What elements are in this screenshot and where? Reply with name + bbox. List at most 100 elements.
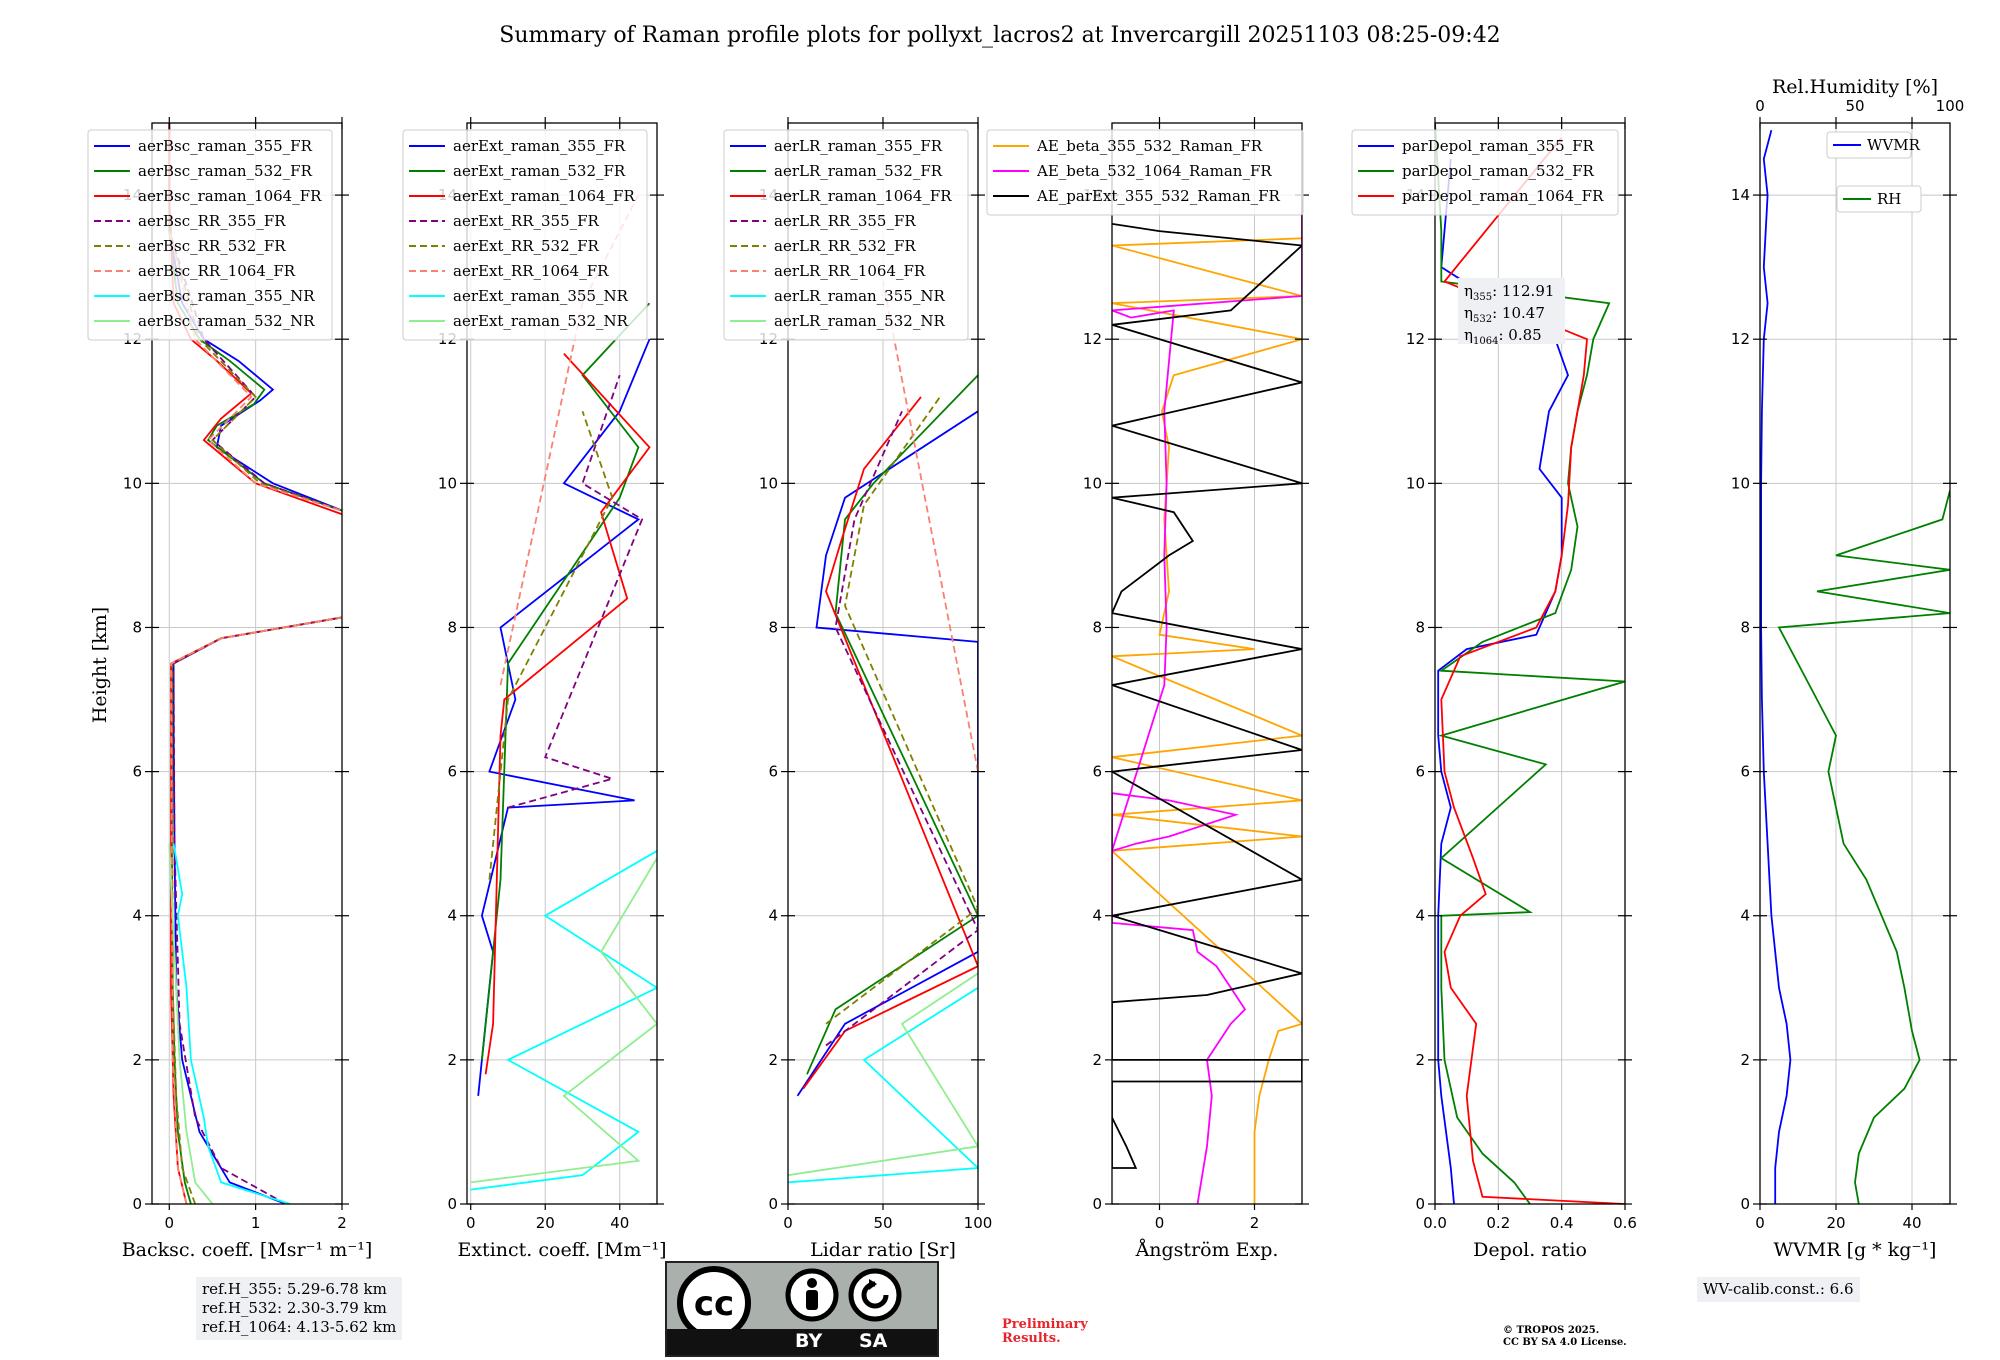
xaxis-label: Ångström Exp. [1135,1239,1279,1261]
series-aerLR_RR_1064_FR [882,281,978,772]
ytick-label: 0 [1415,1195,1425,1213]
legend-label: parDepol_raman_1064_FR [1402,187,1604,205]
panel-ae: 0246810121402Ångström Exp.AE_beta_355_53… [986,117,1309,1261]
xtick-label: 0 [164,1214,174,1232]
xtick-label: 1 [251,1214,261,1232]
figure-title: Summary of Raman profile plots for polly… [499,23,1500,48]
ytick-label: 8 [1092,618,1102,636]
ytick-label: 2 [132,1051,142,1069]
xaxis-label: Depol. ratio [1473,1239,1587,1261]
series-aerExt_RR_355_FR [507,374,644,809]
series-aerExt_raman_532_FR [481,302,651,1060]
xtick-label: 0.4 [1550,1214,1574,1232]
legend-label: aerLR_RR_1064_FR [774,262,926,280]
ytick-label: 6 [1740,763,1750,781]
xtick-label: 0 [1755,1214,1765,1232]
series-aerExt_RR_532_FR [488,411,614,880]
series-group [1435,123,1625,1204]
copyright-line-2: CC BY SA 4.0 License. [1503,1337,1627,1348]
ytick-label: 2 [1092,1051,1102,1069]
xtick-label: 0 [1155,1214,1165,1232]
series-parDepol_raman_355_FR [1437,158,1569,1204]
xaxis-label: Lidar ratio [Sr] [810,1239,956,1261]
yaxis-label: Height [km] [89,607,111,723]
axes-frame [1759,122,1951,1205]
ytick-label: 4 [447,907,457,925]
xtick-label: 0 [783,1214,793,1232]
series-aerExt_raman_1064_FR [484,352,651,1075]
ytick-label: 2 [1415,1051,1425,1069]
top-tick-label: 50 [1845,97,1864,115]
top-tick-label: 0 [1755,97,1765,115]
legend-label: aerLR_raman_532_NR [774,312,945,330]
ytick-label: 6 [132,763,142,781]
legend-label: aerBsc_raman_1064_FR [138,187,322,205]
ytick-label: 4 [132,907,142,925]
ytick-label: 0 [768,1195,778,1213]
legend: aerBsc_raman_355_FR aerBsc_raman_532_FRae… [87,129,333,341]
legend-label: aerBsc_raman_355_FR [138,137,313,155]
legend-label: aerBsc_RR_1064_FR [138,262,296,280]
ytick-label: 8 [132,618,142,636]
legend-label: WVMR [1867,136,1921,154]
cc-icon [677,1266,751,1331]
ytick-label: 12 [1406,330,1425,348]
series-group [788,281,978,1184]
legend-label: parDepol_raman_532_FR [1402,162,1595,180]
ytick-label: 8 [1740,618,1750,636]
xtick-label: 20 [536,1214,555,1232]
ytick-label: 2 [1740,1051,1750,1069]
ytick-label: 10 [123,474,142,492]
ytick-label: 4 [768,907,778,925]
preliminary-results-note: Preliminary Results. [1002,1318,1088,1346]
xaxis-label: WVMR [g * kg⁻¹] [1774,1239,1937,1261]
ytick-label: 2 [447,1051,457,1069]
ytick-label: 10 [759,474,778,492]
xtick-label: 2 [1250,1214,1260,1232]
legend: aerExt_raman_355_FR aerExt_raman_532_FRae… [402,129,648,341]
legend-label: aerLR_RR_532_FR [774,237,916,255]
series-aerLR_raman_355_FR [796,410,978,1097]
legend-label: AE_parExt_355_532_Raman_FR [1036,187,1281,205]
ytick-label: 12 [1083,330,1102,348]
legend-label: aerBsc_raman_355_NR [138,287,315,305]
series-aerBsc_RR_1064_FR [168,230,342,1204]
ytick-label: 8 [768,618,778,636]
ref-height-box: ref.H_355: 5.29-6.78 km ref.H_532: 2.30-… [196,1277,403,1340]
panel-bsc: 02468101214012Backsc. coeff. [Msr⁻¹ m⁻¹]… [87,117,373,1261]
xtick-label: 40 [1902,1214,1921,1232]
legend-label: AE_beta_532_1064_Raman_FR [1036,162,1272,180]
series-aerBsc_RR_355_FR [168,230,342,1204]
legend-label: aerExt_RR_355_FR [453,212,600,230]
xtick-label: 2 [337,1214,347,1232]
ytick-label: 10 [1083,474,1102,492]
series-AE_beta_532_1064_Raman_FR [1112,130,1302,1204]
legend: WVMR RH [1826,131,1922,213]
ytick-label: 0 [132,1195,142,1213]
legend-label: aerExt_RR_1064_FR [453,262,609,280]
xaxis-label: Backsc. coeff. [Msr⁻¹ m⁻¹] [122,1239,373,1261]
svg-text:cc: cc [694,1284,734,1324]
copyright-note: © TROPOS 2025. CC BY SA 4.0 License. [1503,1325,1627,1349]
ytick-label: 6 [768,763,778,781]
top-axis-label: Rel.Humidity [%] [1772,76,1938,98]
ytick-label: 4 [1415,907,1425,925]
series-group [1112,130,1302,1204]
ytick-label: 6 [447,763,457,781]
eta-532: η532: 10.47 [1464,304,1545,325]
panel-ext: 0246810121402040Extinct. coeff. [Mm⁻¹]ae… [402,117,667,1261]
ytick-label: 4 [1740,907,1750,925]
eta-1064: η1064: 0.85 [1464,326,1542,347]
legend-label: aerExt_RR_532_FR [453,237,600,255]
cc-badge-icons: cc [677,1266,902,1331]
series-aerBsc_raman_532_NR [168,843,214,1204]
series-aerExt_raman_532_NR [470,857,657,1184]
axes-frame [1111,122,1303,1205]
legend-label: aerExt_raman_355_NR [453,287,629,305]
legend-box [1351,129,1619,216]
ytick-label: 10 [1731,474,1750,492]
series-aerLR_raman_532_NR [788,972,978,1177]
cc-by-label: BY [795,1330,823,1352]
